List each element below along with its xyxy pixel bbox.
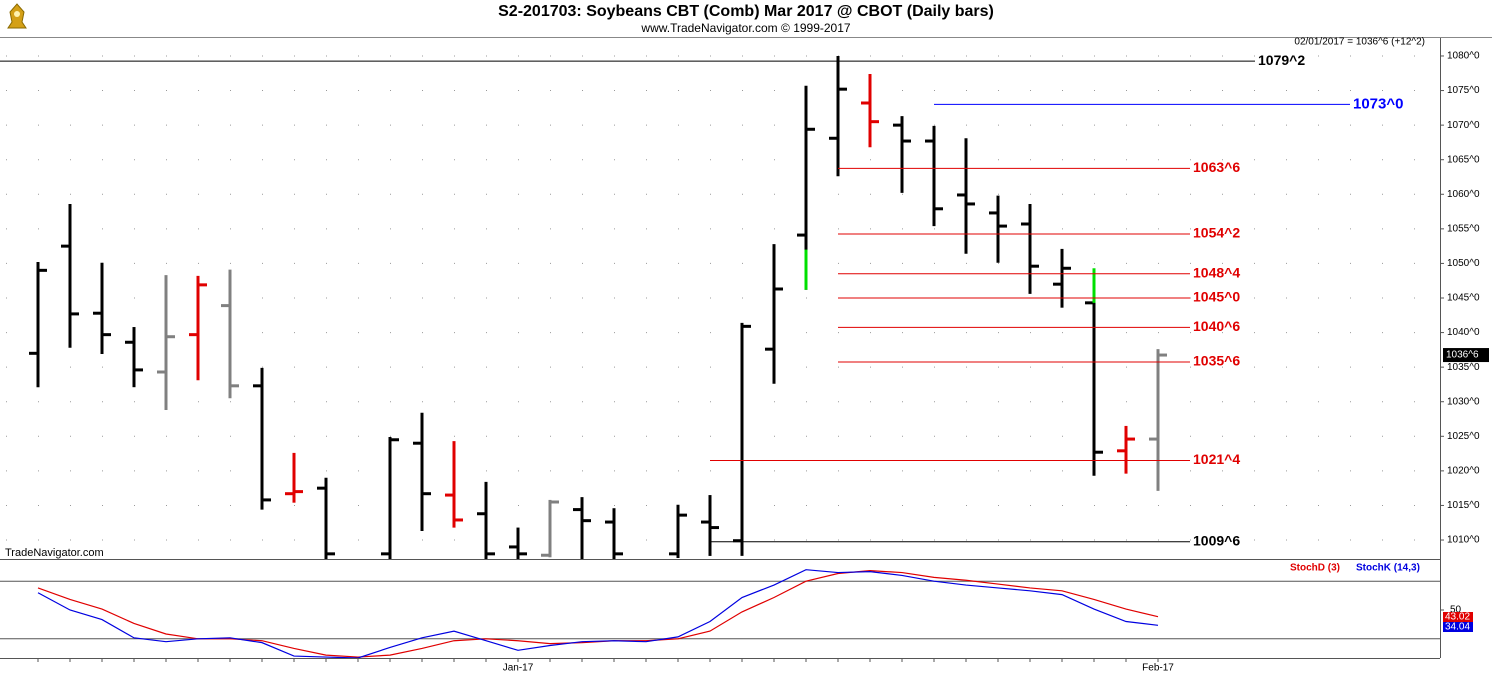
level-label: 1054^2 xyxy=(1193,225,1240,241)
value-tag-label: 34.04 xyxy=(1445,622,1470,633)
y-tick-label: 1035^0 xyxy=(1447,362,1480,373)
y-tick-label: 1045^0 xyxy=(1447,293,1480,304)
last-price-tag xyxy=(1443,348,1489,363)
y-tick-label: 1015^0 xyxy=(1447,500,1480,511)
level-label: 1035^6 xyxy=(1193,353,1240,369)
stoch-line xyxy=(37,569,1159,658)
level-label: 1009^6 xyxy=(1193,532,1240,548)
chart-title: S2-201703: Soybeans CBT (Comb) Mar 2017 … xyxy=(498,3,994,20)
y-tick-label: 1065^0 xyxy=(1447,154,1480,165)
x-tick-label: Jan-17 xyxy=(503,663,534,674)
y-tick-label: 1070^0 xyxy=(1447,120,1480,131)
y-tick-label: 1060^0 xyxy=(1447,189,1480,200)
level-label: 1040^6 xyxy=(1193,318,1240,334)
y-tick-label: 50 xyxy=(1450,605,1462,616)
y-tick-label: 1010^0 xyxy=(1447,535,1480,546)
stoch-plot xyxy=(0,569,1440,658)
level-label: 1048^4 xyxy=(1193,265,1240,281)
level-label: 1079^2 xyxy=(1258,52,1305,68)
price-plot xyxy=(0,55,1440,559)
level-label: 1073^0 xyxy=(1353,95,1403,112)
y-tick-label: 1055^0 xyxy=(1447,223,1480,234)
x-tick-label: Feb-17 xyxy=(1142,663,1174,674)
level-label: 1021^4 xyxy=(1193,451,1240,467)
level-label: 1063^6 xyxy=(1193,159,1240,175)
y-tick-label: 1075^0 xyxy=(1447,85,1480,96)
overlay: 1010^0 1015^0 1020^0 1025^0 1030^0 1035^0 1040… xyxy=(0,51,1489,674)
value-tag-label: 43.02 xyxy=(1445,612,1470,623)
y-tick-label: 1030^0 xyxy=(1447,396,1480,407)
value-tag xyxy=(1443,612,1473,622)
value-tag xyxy=(1443,622,1473,632)
logo xyxy=(7,3,27,29)
chart-subtitle: www.TradeNavigator.com © 1999-2017 xyxy=(640,21,850,35)
level-label: 1045^0 xyxy=(1193,289,1240,305)
y-tick-label: 1040^0 xyxy=(1447,327,1480,338)
y-tick-label: 1025^0 xyxy=(1447,431,1480,442)
y-tick-label: 1050^0 xyxy=(1447,258,1480,269)
y-tick-label: 1080^0 xyxy=(1447,51,1480,62)
status-text: 02/01/2017 = 1036^6 (+12^2) xyxy=(1294,37,1425,48)
watermark: TradeNavigator.com xyxy=(5,547,104,559)
legend-entry: StochK (14,3) xyxy=(1356,563,1420,574)
last-price-label: 1036^6 xyxy=(1446,350,1479,361)
y-tick-label: 1020^0 xyxy=(1447,466,1480,477)
legend-entry: StochD (3) xyxy=(1290,563,1340,574)
